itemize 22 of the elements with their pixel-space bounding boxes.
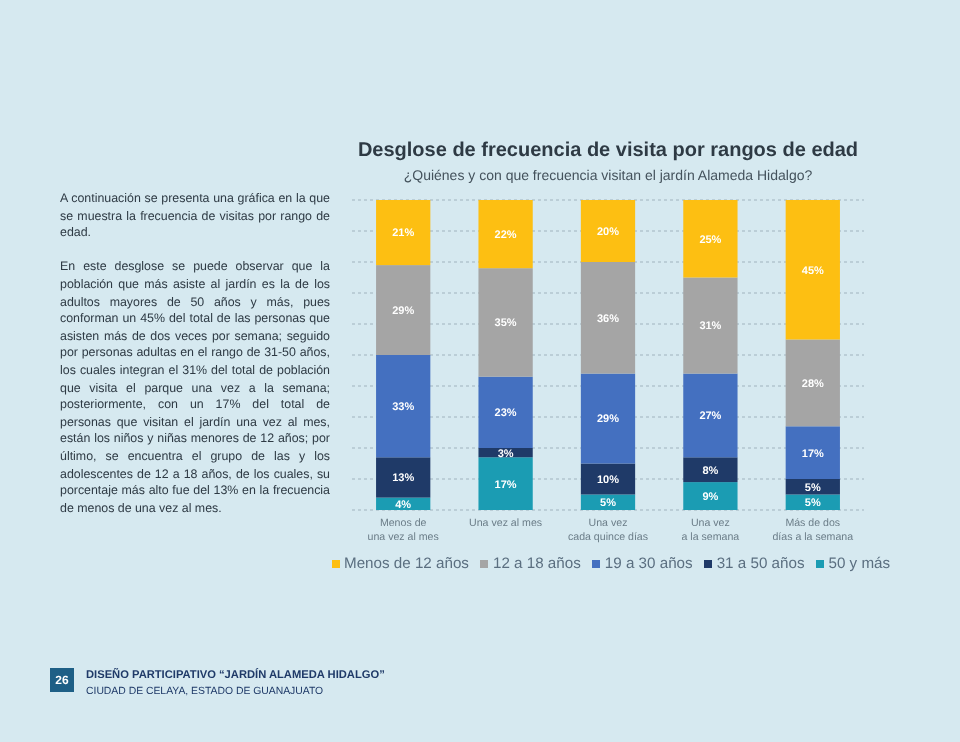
- bar: [785, 426, 840, 479]
- bar: [580, 463, 636, 495]
- bar: [683, 200, 738, 278]
- bar: [580, 200, 636, 262]
- bar: [376, 355, 431, 458]
- bar: [478, 457, 533, 510]
- bar: [478, 200, 533, 269]
- chart-title: Desglose de frecuencia de visita por rangos de edad: [357, 140, 859, 162]
- bar: [580, 373, 636, 464]
- bar: [683, 457, 738, 483]
- bar: [478, 268, 533, 377]
- bar: [580, 262, 636, 374]
- bar: [376, 200, 431, 266]
- bar: [785, 200, 840, 340]
- bar: [683, 373, 738, 458]
- bar: [683, 277, 738, 374]
- bar: [376, 457, 431, 498]
- bar: [683, 482, 738, 510]
- bar: [478, 376, 533, 448]
- bar: [785, 479, 840, 495]
- bar: [376, 265, 431, 355]
- bar: [785, 339, 840, 427]
